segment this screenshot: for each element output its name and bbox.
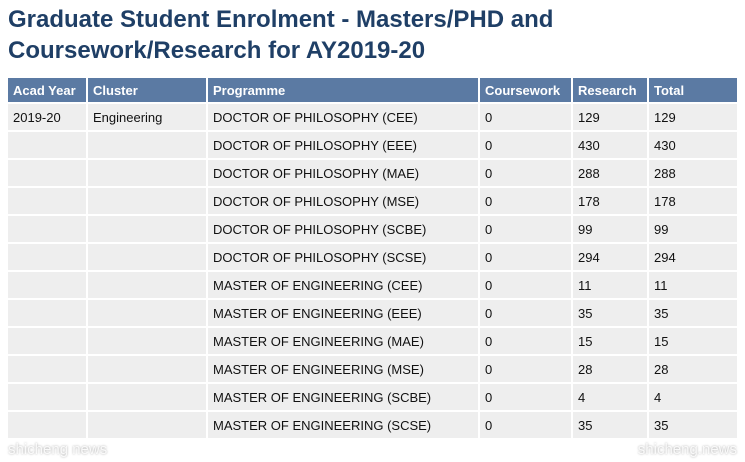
cell-cluster [86,242,208,272]
cell-research: 294 [571,242,649,272]
cell-cluster [86,130,208,160]
page-title: Graduate Student Enrolment - Masters/PHD… [8,6,554,64]
cell-programme: MASTER OF ENGINEERING (SCSE) [206,410,480,440]
cell-acad-year [6,298,88,328]
cell-cluster [86,270,208,300]
cell-research: 35 [571,410,649,440]
cell-total: 4 [647,382,739,412]
cell-acad-year [6,186,88,216]
cell-coursework: 0 [478,298,573,328]
table-row: MASTER OF ENGINEERING (SCBE) 0 4 4 [6,382,739,412]
cell-total: 129 [647,102,739,132]
cell-coursework: 0 [478,102,573,132]
table-row: DOCTOR OF PHILOSOPHY (MSE) 0 178 178 [6,186,739,216]
cell-total: 35 [647,410,739,440]
cell-acad-year [6,130,88,160]
cell-coursework: 0 [478,382,573,412]
cell-research: 28 [571,354,649,384]
cell-cluster: Engineering [86,102,208,132]
table-row: MASTER OF ENGINEERING (CEE) 0 11 11 [6,270,739,300]
col-header-programme: Programme [206,76,480,104]
cell-research: 35 [571,298,649,328]
cell-acad-year [6,410,88,440]
table-row: MASTER OF ENGINEERING (MSE) 0 28 28 [6,354,739,384]
cell-total: 35 [647,298,739,328]
table-row: DOCTOR OF PHILOSOPHY (MAE) 0 288 288 [6,158,739,188]
cell-programme: MASTER OF ENGINEERING (CEE) [206,270,480,300]
table-row: DOCTOR OF PHILOSOPHY (EEE) 0 430 430 [6,130,739,160]
cell-programme: MASTER OF ENGINEERING (MAE) [206,326,480,356]
watermark-right: shicheng.news [637,441,737,458]
cell-coursework: 0 [478,214,573,244]
cell-coursework: 0 [478,270,573,300]
cell-coursework: 0 [478,354,573,384]
cell-programme: DOCTOR OF PHILOSOPHY (MAE) [206,158,480,188]
cell-total: 15 [647,326,739,356]
col-header-acad-year: Acad Year [6,76,88,104]
cell-programme: MASTER OF ENGINEERING (MSE) [206,354,480,384]
table-header-row: Acad Year Cluster Programme Coursework R… [6,76,739,104]
cell-acad-year [6,326,88,356]
enrolment-table: Acad Year Cluster Programme Coursework R… [6,76,739,440]
cell-cluster [86,298,208,328]
cell-programme: DOCTOR OF PHILOSOPHY (SCSE) [206,242,480,272]
cell-research: 15 [571,326,649,356]
cell-research: 129 [571,102,649,132]
col-header-coursework: Coursework [478,76,573,104]
cell-cluster [86,186,208,216]
cell-research: 178 [571,186,649,216]
cell-cluster [86,158,208,188]
cell-cluster [86,214,208,244]
cell-total: 430 [647,130,739,160]
cell-coursework: 0 [478,326,573,356]
table-row: MASTER OF ENGINEERING (MAE) 0 15 15 [6,326,739,356]
cell-coursework: 0 [478,158,573,188]
cell-coursework: 0 [478,242,573,272]
cell-cluster [86,354,208,384]
cell-programme: DOCTOR OF PHILOSOPHY (MSE) [206,186,480,216]
cell-total: 28 [647,354,739,384]
cell-coursework: 0 [478,186,573,216]
col-header-cluster: Cluster [86,76,208,104]
cell-total: 11 [647,270,739,300]
cell-research: 11 [571,270,649,300]
col-header-research: Research [571,76,649,104]
table-row: MASTER OF ENGINEERING (EEE) 0 35 35 [6,298,739,328]
cell-coursework: 0 [478,130,573,160]
cell-acad-year [6,270,88,300]
watermark-left: shicheng news [8,441,108,458]
cell-total: 178 [647,186,739,216]
cell-programme: DOCTOR OF PHILOSOPHY (CEE) [206,102,480,132]
cell-coursework: 0 [478,410,573,440]
cell-research: 430 [571,130,649,160]
cell-cluster [86,382,208,412]
cell-research: 288 [571,158,649,188]
table-row: DOCTOR OF PHILOSOPHY (SCBE) 0 99 99 [6,214,739,244]
cell-programme: MASTER OF ENGINEERING (SCBE) [206,382,480,412]
table-row: 2019-20 Engineering DOCTOR OF PHILOSOPHY (… [6,102,739,132]
cell-research: 4 [571,382,649,412]
cell-cluster [86,326,208,356]
cell-acad-year [6,354,88,384]
col-header-total: Total [647,76,739,104]
cell-total: 99 [647,214,739,244]
cell-programme: DOCTOR OF PHILOSOPHY (SCBE) [206,214,480,244]
cell-programme: MASTER OF ENGINEERING (EEE) [206,298,480,328]
cell-acad-year [6,214,88,244]
table-row: DOCTOR OF PHILOSOPHY (SCSE) 0 294 294 [6,242,739,272]
cell-total: 288 [647,158,739,188]
cell-acad-year [6,242,88,272]
table-row: MASTER OF ENGINEERING (SCSE) 0 35 35 [6,410,739,440]
cell-acad-year [6,382,88,412]
cell-research: 99 [571,214,649,244]
cell-total: 294 [647,242,739,272]
cell-acad-year: 2019-20 [6,102,88,132]
cell-programme: DOCTOR OF PHILOSOPHY (EEE) [206,130,480,160]
cell-cluster [86,410,208,440]
cell-acad-year [6,158,88,188]
